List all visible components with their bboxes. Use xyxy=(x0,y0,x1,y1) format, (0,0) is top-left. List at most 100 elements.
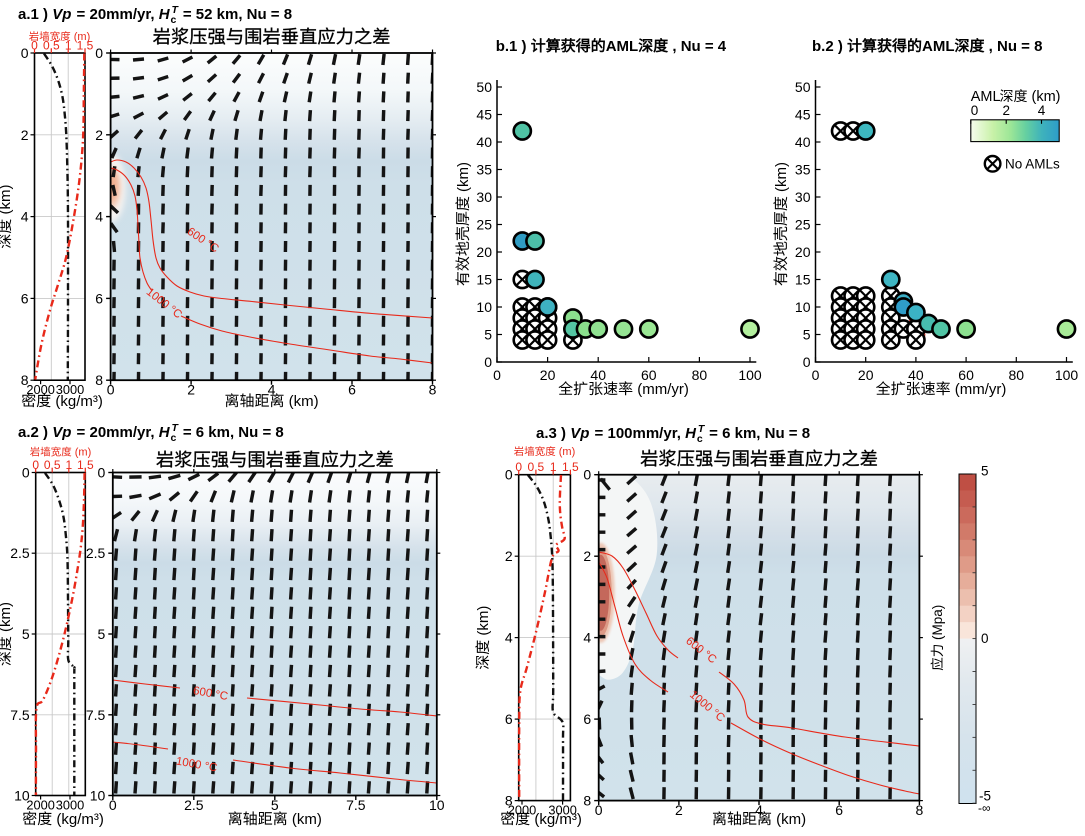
svg-text:8: 8 xyxy=(505,793,513,809)
svg-text:(km): (km) xyxy=(0,185,14,219)
svg-text:6: 6 xyxy=(95,290,103,306)
svg-text:Vp: Vp xyxy=(52,424,71,441)
svg-text:4: 4 xyxy=(21,209,29,225)
svg-text:7.5: 7.5 xyxy=(346,797,366,813)
svg-text:4: 4 xyxy=(268,382,276,398)
svg-text:5: 5 xyxy=(981,464,989,479)
svg-text:7.5: 7.5 xyxy=(10,707,30,723)
svg-text:2.5: 2.5 xyxy=(10,545,30,561)
svg-text:= 20mm/yr,: = 20mm/yr, xyxy=(72,6,158,23)
svg-text:30: 30 xyxy=(476,189,492,205)
svg-text:1.5: 1.5 xyxy=(77,458,94,472)
svg-text:10: 10 xyxy=(429,797,445,813)
svg-text:6: 6 xyxy=(583,711,591,727)
svg-text:2: 2 xyxy=(583,548,591,564)
svg-text:100: 100 xyxy=(1055,367,1079,383)
svg-text:2.5: 2.5 xyxy=(86,545,106,561)
svg-text:(mm/yr): (mm/yr) xyxy=(951,381,1007,398)
svg-text:0: 0 xyxy=(812,367,820,383)
svg-text:(m): (m) xyxy=(71,31,91,43)
svg-text:6: 6 xyxy=(21,290,29,306)
svg-text:2: 2 xyxy=(187,382,195,398)
svg-text:0.5: 0.5 xyxy=(44,458,61,472)
svg-text:45: 45 xyxy=(476,107,492,123)
svg-text:8: 8 xyxy=(95,372,103,388)
svg-text:(kg/m³): (kg/m³) xyxy=(52,811,104,828)
svg-text:6: 6 xyxy=(348,382,356,398)
svg-text:50: 50 xyxy=(795,79,811,95)
svg-text:2000: 2000 xyxy=(26,798,54,813)
svg-text:3000: 3000 xyxy=(56,382,84,397)
svg-text:2: 2 xyxy=(21,127,29,143)
svg-text:35: 35 xyxy=(795,162,811,178)
svg-text:60: 60 xyxy=(641,367,657,383)
svg-text:40: 40 xyxy=(795,134,811,150)
svg-text:45: 45 xyxy=(795,107,811,123)
svg-text:AML: AML xyxy=(971,89,1001,105)
svg-text:c: c xyxy=(171,432,177,444)
svg-text:0: 0 xyxy=(95,45,103,61)
svg-text:80: 80 xyxy=(692,367,708,383)
svg-text:5: 5 xyxy=(271,797,279,813)
svg-text:8: 8 xyxy=(21,372,29,388)
svg-text:15: 15 xyxy=(476,272,492,288)
svg-text:b.2 ): b.2 ) xyxy=(812,38,847,55)
svg-text:0.5: 0.5 xyxy=(528,460,545,474)
svg-text:a.2 ): a.2 ) xyxy=(18,424,52,441)
svg-text:0: 0 xyxy=(803,354,811,370)
svg-text:, Nu = 4: , Nu = 4 xyxy=(668,38,727,55)
svg-text:1.5: 1.5 xyxy=(562,460,579,474)
svg-text:0: 0 xyxy=(31,39,38,53)
svg-text:0: 0 xyxy=(98,465,106,481)
svg-text:T: T xyxy=(172,422,180,434)
svg-text:0: 0 xyxy=(22,465,30,481)
svg-text:0: 0 xyxy=(109,797,117,813)
svg-text:100: 100 xyxy=(738,367,762,383)
svg-text:1: 1 xyxy=(65,39,72,53)
svg-text:Vp: Vp xyxy=(52,6,71,23)
svg-text:40: 40 xyxy=(908,367,924,383)
svg-text:(km): (km) xyxy=(455,162,472,196)
svg-text:10: 10 xyxy=(476,299,492,315)
svg-text:20: 20 xyxy=(476,244,492,260)
svg-text:8: 8 xyxy=(916,802,924,818)
svg-text:c: c xyxy=(697,433,703,445)
svg-text:1: 1 xyxy=(550,460,557,474)
svg-text:= 100mm/yr,: = 100mm/yr, xyxy=(590,425,685,442)
svg-text:4: 4 xyxy=(1038,103,1046,118)
svg-text:(mm/yr): (mm/yr) xyxy=(633,381,689,398)
svg-text:0: 0 xyxy=(981,631,989,646)
svg-text:(Mpa): (Mpa) xyxy=(930,605,945,644)
svg-text:25: 25 xyxy=(476,217,492,233)
svg-text:5: 5 xyxy=(98,626,106,642)
svg-text:80: 80 xyxy=(1009,367,1025,383)
svg-text:2: 2 xyxy=(1002,103,1010,118)
svg-text:10: 10 xyxy=(14,788,30,804)
svg-text:a.3 ): a.3 ) xyxy=(536,425,570,442)
svg-text:4: 4 xyxy=(583,630,591,646)
svg-text:AML: AML xyxy=(606,38,639,55)
svg-text:0: 0 xyxy=(505,467,513,483)
svg-text:5: 5 xyxy=(484,327,492,343)
svg-text:(kg/m³): (kg/m³) xyxy=(530,811,582,828)
svg-text:40: 40 xyxy=(476,134,492,150)
svg-text:Vp: Vp xyxy=(570,425,589,442)
svg-text:(km): (km) xyxy=(288,811,322,828)
svg-text:= 6 km, Nu = 8: = 6 km, Nu = 8 xyxy=(705,425,810,442)
svg-text:1.5: 1.5 xyxy=(77,39,94,53)
svg-text:= 20mm/yr,: = 20mm/yr, xyxy=(72,424,158,441)
svg-text:5: 5 xyxy=(803,327,811,343)
svg-text:(km): (km) xyxy=(285,393,319,410)
svg-text:8: 8 xyxy=(583,793,591,809)
svg-text:2: 2 xyxy=(675,802,683,818)
svg-text:-∞: -∞ xyxy=(978,801,991,815)
svg-text:4: 4 xyxy=(755,802,763,818)
svg-text:5: 5 xyxy=(22,626,30,642)
svg-text:40: 40 xyxy=(590,367,606,383)
svg-text:2.5: 2.5 xyxy=(184,797,204,813)
svg-text:H: H xyxy=(159,6,171,23)
svg-text:15: 15 xyxy=(795,272,811,288)
svg-text:(m): (m) xyxy=(72,447,92,459)
svg-text:AML: AML xyxy=(922,38,955,55)
svg-text:(km): (km) xyxy=(1028,89,1061,105)
